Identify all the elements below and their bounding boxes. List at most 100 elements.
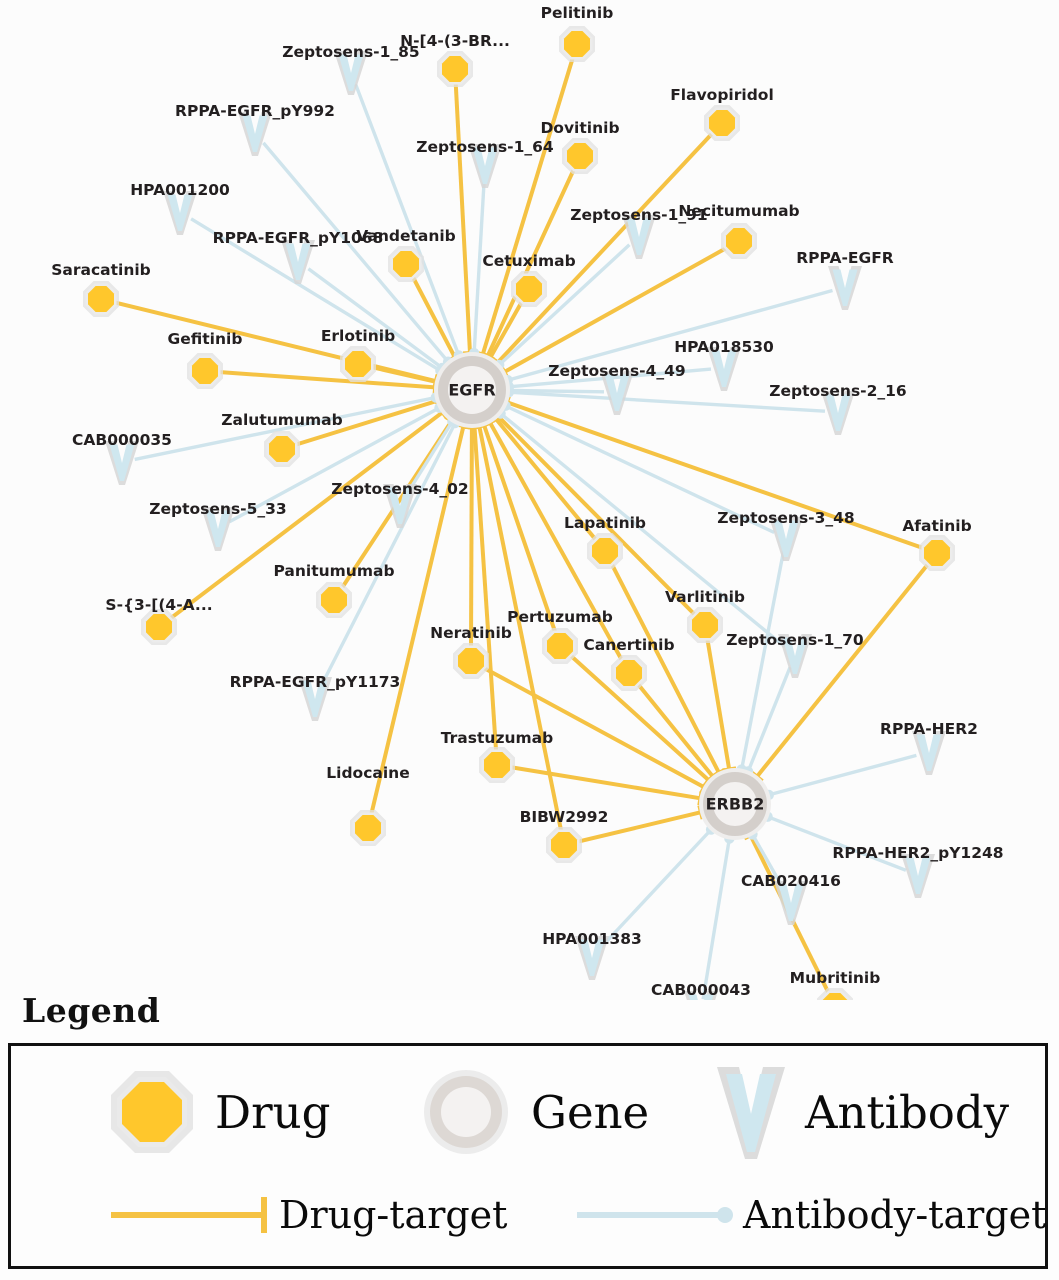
antibody-target-edge[interactable]: [701, 833, 735, 1000]
antibody-node-label: Zeptosens-1_70: [726, 631, 864, 649]
graph-node-antibody[interactable]: [600, 371, 634, 415]
graph-node-drug[interactable]: [83, 281, 119, 317]
legend-item-drug: Drug: [97, 1052, 330, 1172]
antibody-node-label: HPA018530: [674, 338, 774, 356]
antibody-node-label: Zeptosens-1_64: [416, 138, 554, 156]
drug-node-label: N-[4-(3-BR...: [400, 32, 510, 50]
antibody-node-label: Zeptosens-5_33: [149, 500, 286, 518]
graph-node-drug[interactable]: [721, 223, 757, 259]
graph-node-drug[interactable]: [437, 51, 473, 87]
graph-node-drug[interactable]: [704, 105, 740, 141]
graph-node-drug[interactable]: [453, 643, 489, 679]
antibody-node-label: CAB000035: [72, 431, 172, 449]
antibody-node-label: CAB000043: [651, 981, 751, 999]
drug-node-label: Vandetanib: [356, 227, 456, 245]
antibody-node-label: CAB020416: [741, 872, 841, 890]
graph-node-antibody[interactable]: [707, 347, 741, 391]
antibody-target-edge-icon: [577, 1207, 733, 1223]
graph-node-antibody[interactable]: [778, 634, 812, 678]
graph-node-antibody[interactable]: [298, 677, 332, 721]
drug-node-label: Trastuzumab: [441, 729, 553, 747]
legend-title: Legend: [22, 991, 161, 1030]
drug-node-label: Mubritinib: [790, 969, 881, 987]
graph-node-antibody[interactable]: [334, 51, 368, 95]
graph-node-drug[interactable]: [587, 533, 623, 569]
legend-label-drug-target: Drug-target: [279, 1193, 508, 1237]
antibody-target-edge[interactable]: [307, 267, 448, 374]
graph-node-drug[interactable]: [611, 655, 647, 691]
graph-node-gene[interactable]: [434, 352, 510, 428]
graph-node-antibody[interactable]: [901, 854, 935, 898]
graph-node-drug[interactable]: [562, 138, 598, 174]
drug-node-label: Dovitinib: [540, 119, 619, 137]
graph-node-drug[interactable]: [546, 827, 582, 863]
graph-node-drug[interactable]: [141, 609, 177, 645]
drug-node-label: Pelitinib: [541, 4, 614, 22]
drug-node-label: Pertuzumab: [507, 608, 613, 626]
drug-target-edge[interactable]: [453, 80, 478, 356]
drug-node-label: Varlitinib: [665, 588, 745, 606]
nodes-layer[interactable]: [83, 26, 955, 1000]
drug-node-label: Canertinib: [583, 636, 674, 654]
graph-node-antibody[interactable]: [238, 112, 272, 156]
graph-node-drug[interactable]: [479, 747, 515, 783]
antibody-node-label: RPPA-EGFR: [796, 249, 894, 267]
drug-target-edge-icon: [111, 1197, 267, 1233]
graph-node-drug[interactable]: [187, 353, 223, 389]
legend-item-drug-target: Drug-target: [107, 1190, 507, 1240]
antibody-node-label: HPA001383: [542, 930, 642, 948]
drug-target-edge[interactable]: [508, 764, 704, 806]
graph-node-drug[interactable]: [559, 26, 595, 62]
legend-box: Drug Gene: [8, 1043, 1048, 1269]
drug-node-label: BIBW2992: [520, 808, 609, 826]
graph-node-antibody[interactable]: [383, 484, 417, 528]
graph-node-antibody[interactable]: [769, 517, 803, 561]
graph-node-drug[interactable]: [919, 535, 955, 571]
graph-node-gene[interactable]: [699, 768, 771, 840]
graph-node-antibody[interactable]: [163, 191, 197, 235]
drug-node-label: Zalutumumab: [221, 411, 342, 429]
graph-node-antibody[interactable]: [684, 991, 718, 1000]
graph-node-drug[interactable]: [817, 988, 853, 1000]
antibody-node-label: RPPA-EGFR_pY1068: [213, 229, 384, 247]
graph-node-drug[interactable]: [388, 246, 424, 282]
drug-node-label: Afatinib: [902, 517, 971, 535]
graph-node-antibody[interactable]: [201, 507, 235, 551]
graph-node-drug[interactable]: [511, 271, 547, 307]
drug-octagon-icon: [111, 1071, 193, 1153]
legend-item-antibody-target: Antibody-target: [573, 1190, 1046, 1240]
graph-node-antibody[interactable]: [774, 881, 808, 925]
antibody-node-label: Zeptosens-4_02: [331, 480, 468, 498]
drug-node-label: Neratinib: [430, 624, 512, 642]
antibody-target-edge[interactable]: [763, 753, 917, 801]
graph-node-antibody[interactable]: [622, 215, 656, 259]
gene-node-label: EGFR: [448, 381, 495, 400]
graph-node-antibody[interactable]: [105, 441, 139, 485]
graph-node-drug[interactable]: [687, 607, 723, 643]
graph-node-antibody[interactable]: [828, 266, 862, 310]
graph-node-drug[interactable]: [340, 346, 376, 382]
graph-node-drug[interactable]: [264, 431, 300, 467]
graph-node-antibody[interactable]: [575, 936, 609, 980]
legend-edges-row: Drug-target Antibody-target: [11, 1178, 1046, 1270]
network-canvas[interactable]: EGFR ERBB2 Pelitinib N-[4-(3-BR... Flavopiri…: [0, 0, 1059, 1000]
antibody-node-label: Zeptosens-1_85: [282, 43, 419, 61]
drug-node-label: Lapatinib: [564, 514, 646, 532]
legend-label-drug: Drug: [215, 1085, 331, 1139]
network-graph[interactable]: EGFR ERBB2 Pelitinib N-[4-(3-BR... Flavopiri…: [0, 0, 1059, 1000]
drug-target-edge[interactable]: [750, 561, 932, 783]
drug-target-edge[interactable]: [705, 636, 737, 773]
graph-node-drug[interactable]: [350, 810, 386, 846]
graph-node-drug[interactable]: [316, 582, 352, 618]
graph-node-antibody[interactable]: [821, 391, 855, 435]
antibody-target-edge[interactable]: [319, 417, 461, 688]
graph-node-antibody[interactable]: [468, 144, 502, 188]
graph-node-drug[interactable]: [542, 628, 578, 664]
graph-node-antibody[interactable]: [912, 731, 946, 775]
drug-target-edge[interactable]: [634, 681, 720, 783]
antibody-target-edge[interactable]: [354, 83, 464, 361]
drug-node-label: Flavopiridol: [670, 86, 774, 104]
legend-label-gene: Gene: [531, 1085, 650, 1139]
graph-node-antibody[interactable]: [281, 240, 315, 284]
